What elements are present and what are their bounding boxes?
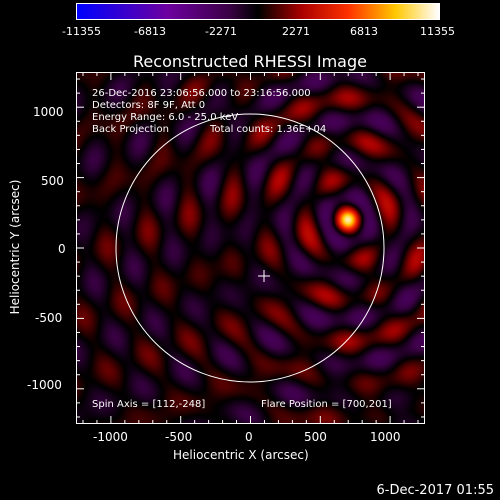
colorbar-tick-4: 2271 (282, 25, 310, 38)
x-tick-label: -500 (165, 430, 193, 444)
x-tick-label: -1000 (93, 430, 128, 444)
x-tick-label: 1000 (370, 430, 401, 444)
colorbar (76, 3, 440, 20)
y-tick-label: -1000 (27, 378, 62, 392)
info-flare-position: Flare Position = [700,201] (261, 399, 392, 410)
x-tick-label: 0 (245, 430, 253, 444)
solar-limb-circle (115, 113, 385, 383)
rhessi-image (76, 72, 425, 424)
info-detectors: Detectors: 8F 9F, Att 0 (92, 100, 206, 111)
colorbar-tick-2: -6813 (134, 25, 166, 38)
overlay-svg (115, 113, 385, 383)
y-tick-label: 0 (58, 242, 66, 256)
image-plot-area: 26-Dec-2016 23:06:56.000 to 23:16:56.000… (76, 72, 425, 424)
colorbar-tick-1: -11355 (62, 25, 101, 38)
info-energy-range: Energy Range: 6.0 - 25.0 keV (92, 112, 239, 123)
y-tick-label: 1000 (33, 105, 64, 119)
timestamp: 6-Dec-2017 01:55 (376, 483, 495, 498)
x-tick-label: 500 (304, 430, 327, 444)
info-method: Back Projection (92, 124, 169, 135)
colorbar-tick-3: -2271 (205, 25, 237, 38)
info-spin-axis: Spin Axis = [112,-248] (92, 399, 206, 410)
colorbar-tick-6: 11355 (420, 25, 455, 38)
y-axis-title: Heliocentric Y (arcsec) (8, 179, 22, 315)
y-tick-label: -500 (35, 311, 63, 325)
info-total-counts: Total counts: 1.36E+04 (210, 124, 327, 135)
info-time-range: 26-Dec-2016 23:06:56.000 to 23:16:56.000 (92, 88, 311, 99)
colorbar-tick-5: 6813 (350, 25, 378, 38)
y-tick-label: 500 (41, 174, 64, 188)
plot-title: Reconstructed RHESSI Image (133, 52, 367, 71)
x-axis-title: Heliocentric X (arcsec) (173, 448, 309, 462)
